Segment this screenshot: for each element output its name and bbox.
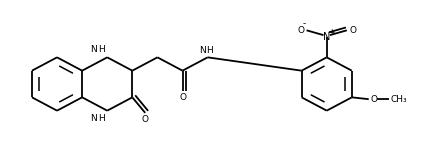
Text: H: H <box>206 46 213 55</box>
Text: O: O <box>179 93 186 102</box>
Text: H: H <box>98 114 105 123</box>
Text: -: - <box>303 19 306 29</box>
Text: O: O <box>349 26 356 35</box>
Text: +: + <box>328 28 335 37</box>
Text: CH₃: CH₃ <box>391 95 407 104</box>
Text: O: O <box>370 95 377 104</box>
Text: H: H <box>98 45 105 54</box>
Text: N: N <box>323 32 330 42</box>
Text: O: O <box>142 115 149 124</box>
Text: N: N <box>199 46 206 55</box>
Text: O: O <box>297 26 304 35</box>
Text: N: N <box>90 114 97 123</box>
Text: N: N <box>90 45 97 54</box>
